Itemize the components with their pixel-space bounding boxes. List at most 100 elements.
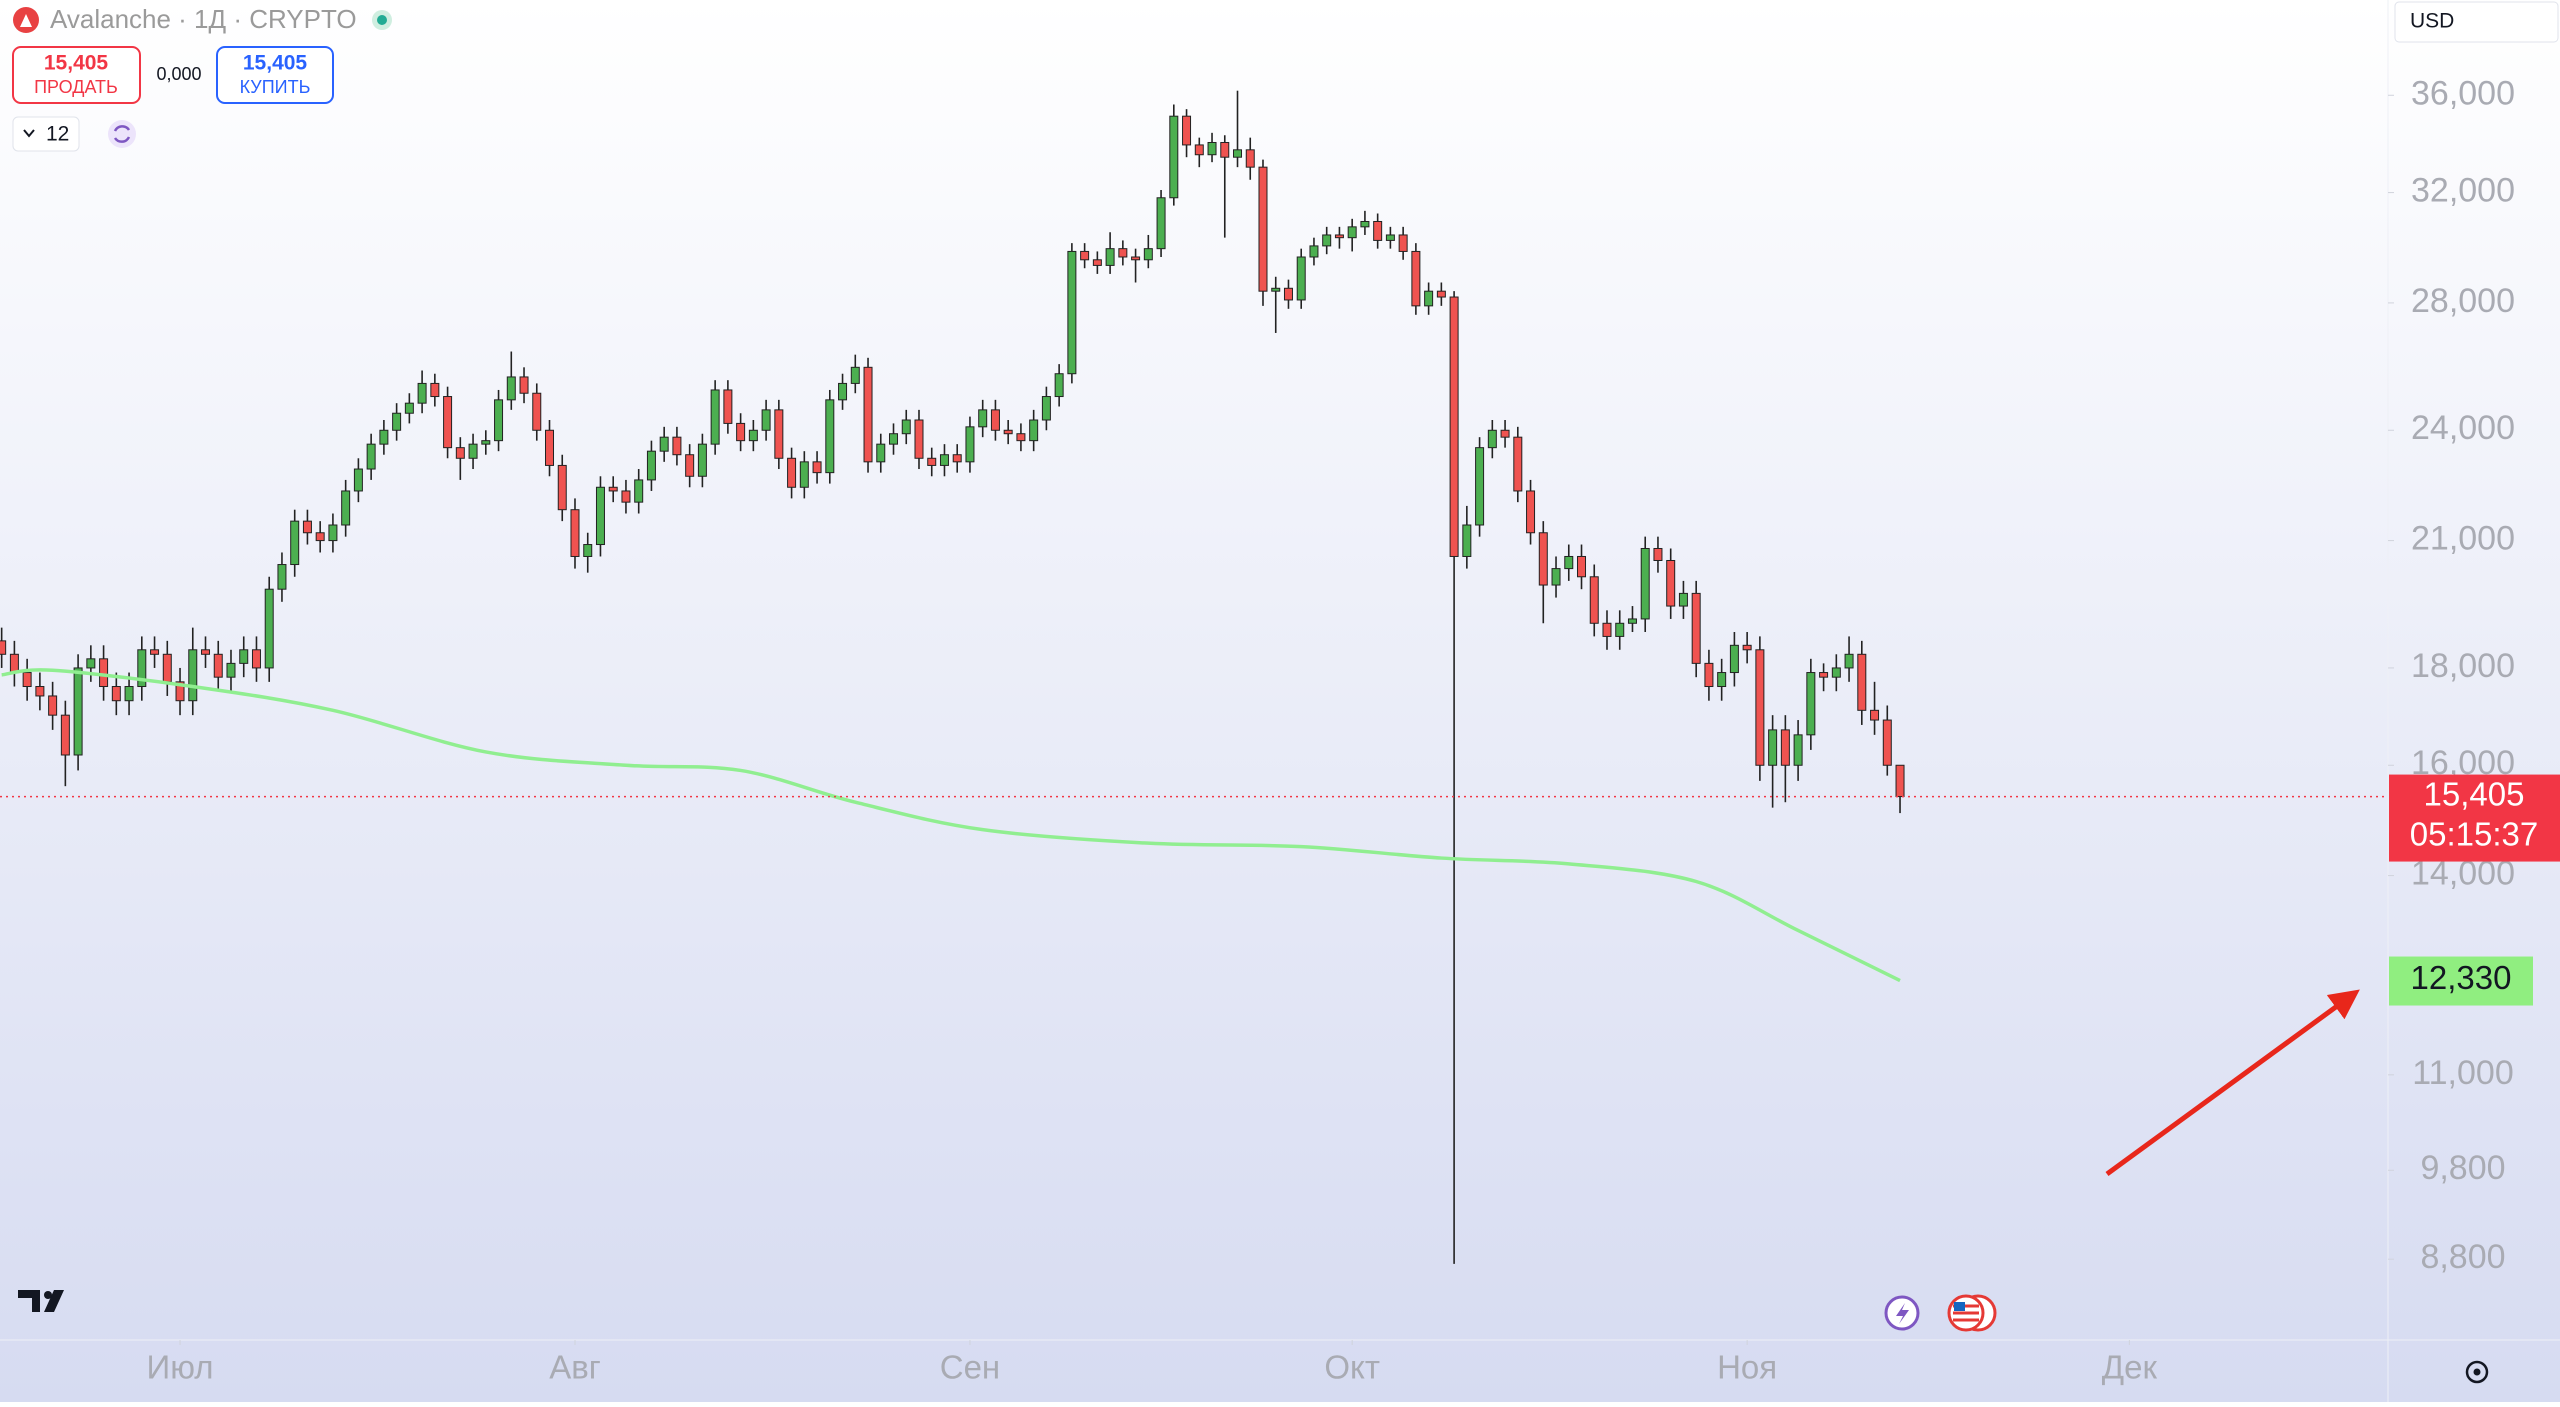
candle-body <box>1882 719 1892 766</box>
last-price-label: 15,405 <box>2424 775 2525 812</box>
candle-body <box>1577 555 1587 578</box>
tv-logo[interactable] <box>18 1290 64 1312</box>
candle-body <box>532 392 542 431</box>
candle-body <box>876 443 886 463</box>
candle-body <box>736 422 746 442</box>
candle-body <box>1105 248 1115 266</box>
candle-body <box>1373 220 1383 241</box>
candle-body <box>1678 592 1688 607</box>
candle-body <box>443 396 453 449</box>
candle-body <box>1092 259 1102 266</box>
candle-body <box>1283 287 1293 301</box>
candle-body <box>608 486 618 492</box>
candle-body <box>239 649 249 664</box>
settings-icon-center <box>2473 1368 2481 1376</box>
sell-label: ПРОДАТЬ <box>34 77 118 97</box>
symbol-title[interactable]: Avalanche · 1Д · CRYPTO <box>50 4 357 34</box>
candle-body <box>838 382 848 401</box>
candle-body <box>1551 568 1561 586</box>
candle-body <box>1080 250 1090 261</box>
candle-body <box>1462 524 1472 557</box>
candle-body <box>73 667 83 756</box>
candle-body <box>1118 248 1128 258</box>
candle-body <box>723 389 733 424</box>
candle-body <box>1602 622 1612 637</box>
candle-body <box>60 714 70 756</box>
candle-body <box>124 686 134 702</box>
sell-button[interactable] <box>12 46 141 104</box>
candle-body <box>1220 141 1230 158</box>
candle-body <box>1169 115 1179 199</box>
candle-body <box>621 490 631 503</box>
candle-body <box>812 461 822 474</box>
candle-body <box>1538 532 1548 586</box>
candle-body <box>137 649 147 688</box>
spread: 0,000 <box>156 64 201 84</box>
candle-body <box>1360 220 1370 228</box>
settings-icon[interactable] <box>2465 1360 2489 1384</box>
candle-body <box>1768 729 1778 766</box>
candle-body <box>0 640 7 655</box>
candle-body <box>1296 256 1306 301</box>
x-tick-label: Окт <box>1324 1349 1380 1386</box>
candle-body <box>978 409 988 428</box>
candle-body <box>251 649 261 669</box>
moving-average <box>1 668 1901 983</box>
candle-body <box>1041 396 1051 421</box>
y-tick-label: 18,000 <box>2411 647 2515 685</box>
candle-body <box>1487 429 1497 449</box>
candle-body <box>889 433 899 445</box>
currency-select[interactable] <box>2394 1 2559 43</box>
candle-body <box>481 440 491 445</box>
candle-body <box>1424 290 1434 307</box>
candle-body <box>1742 644 1752 651</box>
candle-body <box>1194 144 1204 156</box>
candle-body <box>392 412 402 431</box>
candle-body <box>774 409 784 459</box>
candle-body <box>545 429 555 466</box>
candle-body <box>1334 234 1344 239</box>
candle-body <box>570 509 580 557</box>
candle-body <box>1589 576 1599 624</box>
last-price-tag <box>2389 774 2560 862</box>
candle-body <box>48 695 58 716</box>
symbol-icon-glyph <box>20 14 32 27</box>
x-tick-label: Сен <box>940 1349 1000 1386</box>
candle-body <box>1029 419 1039 442</box>
candle-body <box>1067 250 1077 375</box>
candle-body <box>379 429 389 445</box>
y-tick-label: 24,000 <box>2411 409 2515 447</box>
candle-body <box>201 649 211 655</box>
candle-body <box>1475 447 1485 526</box>
candle-body <box>315 532 325 542</box>
candle-body <box>939 454 949 466</box>
candle-body <box>583 544 593 557</box>
candle-body <box>417 382 427 404</box>
currency: USD <box>2410 10 2454 33</box>
candle-body <box>634 479 644 503</box>
candle-body <box>1564 555 1574 570</box>
candle-body <box>697 443 707 477</box>
refresh-button[interactable] <box>108 120 136 148</box>
candle-body <box>1347 226 1357 239</box>
candle-body <box>1436 290 1446 298</box>
tv-logo-dot <box>44 1291 52 1299</box>
candle-body <box>1500 429 1510 438</box>
indicators-toggle[interactable] <box>12 116 80 152</box>
buy-button[interactable] <box>216 46 334 104</box>
candle-body <box>226 662 236 678</box>
candle-body <box>595 486 605 546</box>
candle-body <box>1258 166 1268 292</box>
candle-body <box>1449 296 1459 557</box>
annotation-arrow <box>2105 989 2360 1177</box>
candle-body <box>914 419 924 459</box>
candle-body <box>1513 436 1523 492</box>
candle-body <box>1640 547 1650 620</box>
candle-body <box>659 436 669 452</box>
candle-body <box>1156 197 1166 250</box>
candle-body <box>1819 672 1829 678</box>
y-tick-label: 8,800 <box>2420 1238 2505 1276</box>
candle-body <box>1704 662 1714 688</box>
